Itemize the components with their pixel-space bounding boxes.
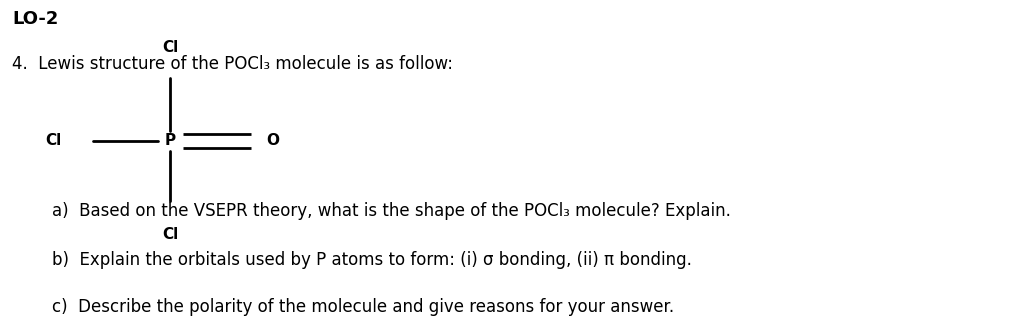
Text: LO-2: LO-2	[12, 10, 59, 28]
Text: a)  Based on the VSEPR theory, what is the shape of the POCl₃ molecule? Explain.: a) Based on the VSEPR theory, what is th…	[52, 202, 731, 221]
Text: Cl: Cl	[162, 40, 179, 55]
Text: Cl: Cl	[162, 227, 179, 242]
Text: 4.  Lewis structure of the POCl₃ molecule is as follow:: 4. Lewis structure of the POCl₃ molecule…	[12, 55, 453, 73]
Text: P: P	[165, 133, 175, 148]
Text: O: O	[266, 133, 280, 148]
Text: b)  Explain the orbitals used by P atoms to form: (i) σ bonding, (ii) π bonding.: b) Explain the orbitals used by P atoms …	[52, 251, 691, 269]
Text: c)  Describe the polarity of the molecule and give reasons for your answer.: c) Describe the polarity of the molecule…	[52, 298, 674, 316]
Text: Cl: Cl	[45, 133, 62, 148]
